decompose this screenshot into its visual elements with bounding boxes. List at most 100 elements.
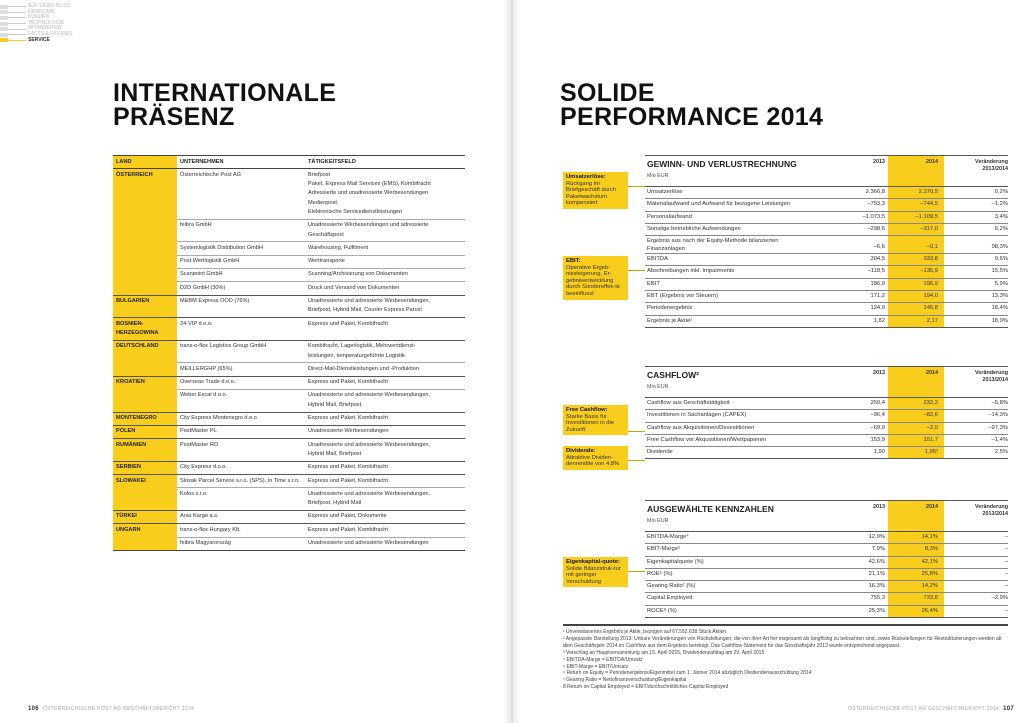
activity-cell: Unadressierte und adressierte Werbesendu… — [308, 298, 431, 314]
page-number: 107 — [1003, 706, 1015, 712]
value-2014: –744,5 — [920, 201, 938, 208]
right-page: SOLIDE PERFORMANCE 2014 ÖSTERREICHISCHE … — [512, 0, 1024, 723]
company-cell: Aras Kargo a.s. — [180, 513, 219, 520]
note-text: Rückgang im Briefgeschäft durch Paketwac… — [566, 180, 616, 207]
value-2014: 232,2 — [923, 400, 938, 406]
value-2013: –298,6 — [867, 225, 885, 232]
nav-item[interactable]: MITARBEITER — [0, 26, 72, 32]
value-2013: 2.366,8 — [865, 189, 885, 195]
value-2013: 25,3% — [868, 607, 885, 614]
nav-item[interactable]: AUF EINEN BLICK — [0, 3, 72, 10]
value-2013: 1,82 — [873, 317, 885, 324]
table-row: BOSNIEN-HERZEGOWINA 24-VIP d.o.o. Express … — [113, 317, 465, 340]
sidebar-note: Umsatzerlöse: Rückgang im Briefgeschäft d… — [563, 172, 628, 209]
table-row: Materialaufwand und Aufwand für bezogene… — [645, 198, 1008, 210]
value-change: 9,6% — [994, 256, 1008, 263]
value-2014: –317,0 — [920, 225, 938, 232]
nav-line — [8, 11, 26, 13]
activity-cell: Briefpost Paket, Express Mail Services (… — [308, 171, 431, 215]
company-cell: feibra GmbH — [177, 218, 305, 242]
year-2013-header: 2013 — [873, 159, 885, 165]
nav-item[interactable]: FACTS & FIGURES — [0, 31, 72, 38]
table-row: Personalaufwand –1.073,5 –1.109,5 3,4% — [645, 210, 1008, 223]
table-row: Capital Employed 755,3 733,8 –2,9% — [645, 592, 1008, 604]
nav-item[interactable]: KUNDEN — [0, 15, 72, 21]
title-line: SOLIDE — [560, 79, 655, 107]
country-cell — [113, 254, 177, 268]
table-row: EBIT 186,0 196,9 5,9% — [645, 277, 1008, 290]
nav-item[interactable]: SERVICE — [0, 37, 72, 44]
note-connector — [628, 431, 645, 432]
unit-label: Mio EUR — [647, 384, 669, 390]
value-change: –2,9% — [991, 595, 1008, 602]
value-2014: 194,0 — [923, 293, 938, 300]
value-change: 3,4% — [994, 213, 1008, 220]
footnote: ¹ Unverwässertes Ergebnis je Aktie, bezo… — [563, 629, 727, 635]
value-2014: 1,95³ — [924, 449, 938, 456]
nav-item-label: ÖKONOMIE — [28, 8, 56, 15]
activity-cell: Express und Paket, Kombifracht — [308, 477, 388, 484]
company-cell: M&BM Express OOD (76%) — [180, 298, 250, 305]
value-change: 5,9% — [994, 280, 1008, 287]
activity-cell: Unadressierte und adressierte Werbesendu… — [305, 487, 465, 510]
section-nav: AUF EINEN BLICK ÖKONOMIE KUNDEN TECHNOLOGIE… — [0, 3, 72, 44]
value-2014: 14,2% — [921, 583, 938, 590]
table-row: POLEN PostMaster PL Unadressierte Werbesen… — [113, 424, 465, 439]
table-row: Free Cashflow vor Akquisitionen/Wertpapi… — [645, 433, 1008, 446]
row-label: Personalaufwand — [647, 213, 692, 220]
note-connector — [628, 270, 645, 271]
company-cell: Scanpoint GmbH — [177, 267, 305, 281]
nav-marker — [0, 10, 8, 15]
activity-cell: Express und Paket, Kombifracht — [308, 526, 388, 533]
country-cell: ÖSTERREICH — [113, 169, 177, 219]
country-cell: UNGARN — [113, 524, 177, 537]
value-2013: 1,90 — [873, 449, 885, 456]
value-2013: 7,9% — [871, 546, 885, 553]
nav-item[interactable]: TECHNOLOGIE — [0, 20, 72, 27]
row-label: Ergebnis aus nach der Equity-Methode bil… — [647, 238, 779, 253]
table-row: TÜRKEI Aras Kargo a.s. Express und Paket, … — [113, 509, 465, 524]
value-2013: 124,0 — [870, 305, 885, 312]
note-title: Free Cashflow: — [566, 407, 608, 413]
table-row: EBIT-Marge⁵ 7,9% 8,3% – — [645, 543, 1008, 555]
value-2014: 42,1% — [921, 558, 938, 565]
nav-item-label: AUF EINEN BLICK — [28, 3, 71, 9]
country-cell: SLOWAKEI — [113, 475, 177, 488]
value-2013: –1.073,5 — [862, 213, 885, 220]
footer-text: ÖSTERREICHISCHE POST AG GESCHÄFTSBERICHT… — [848, 706, 1000, 712]
value-2014: –2,0 — [926, 424, 938, 431]
table-row: D2D GmbH (30%) Druck und Versand von Doku… — [113, 281, 465, 295]
value-2013: –69,0 — [870, 424, 885, 431]
highlight-column — [888, 397, 944, 459]
activity-cell: Unadressierte und adressierte Werbesendu… — [308, 441, 431, 457]
table-row: ÖSTERREICH Österreichische Post AG Briefpo… — [113, 169, 465, 219]
row-label: Eigenkapitalquote (%) — [647, 558, 704, 565]
value-change: 18,4% — [991, 305, 1008, 312]
nav-marker — [0, 27, 8, 32]
financial-table: GEWINN- UND VERLUSTRECHNUNG Mio EUR 2013 20… — [645, 155, 1008, 328]
table-row: feibra GmbH Unadressierte Werbesendungen … — [113, 218, 465, 242]
table-row: EBITDA-Marge⁴ 12,9% 14,1% – — [645, 531, 1008, 543]
footnote: ⁴ EBITDA-Marge = EBITDA/Umsatz — [563, 656, 643, 663]
value-change: – — [1004, 570, 1008, 577]
company-cell: City Express Montenegro d.o.o. — [180, 415, 259, 422]
row-label: Dividende — [647, 449, 673, 456]
presence-table: LAND UNTERNEHMEN TÄTIGKEITSFELD ÖSTERREICH Ö… — [113, 155, 465, 551]
year-2013-header: 2013 — [873, 504, 885, 510]
row-label: Cashflow aus Akquisitionen/Devestitionen — [647, 424, 755, 431]
change-header: Veränderung 2013/2014 — [975, 159, 1008, 172]
table-row: EBITDA 304,5 333,8 9,6% — [645, 253, 1008, 265]
table-row: MONTENEGRO City Express Montenegro d.o.o.… — [113, 411, 465, 425]
row-label: Cashflow aus Geschäftstätigkeit — [647, 400, 730, 406]
value-2014: 333,8 — [923, 256, 938, 263]
company-cell: MEILLERGHP (65%) — [177, 362, 305, 375]
footer-text: ÖSTERREICHISCHE POST AG GESCHÄFTSBERICHT… — [42, 706, 195, 712]
nav-item-label: KUNDEN — [28, 14, 50, 21]
value-2014: –0,1 — [926, 243, 938, 250]
row-label: Abschreibungen inkl. Impairments — [647, 268, 735, 275]
page-footer: 106 ÖSTERREICHISCHE POST AG GESCHÄFTSBERI… — [24, 706, 194, 712]
activity-cell: Unadressierte und adressierte Werbesendu… — [305, 388, 465, 412]
nav-item[interactable]: ÖKONOMIE — [0, 8, 72, 16]
value-2013: –118,5 — [867, 268, 885, 275]
activity-cell: Direct-Mail-Dienstleistungen und -Produk… — [305, 362, 465, 375]
